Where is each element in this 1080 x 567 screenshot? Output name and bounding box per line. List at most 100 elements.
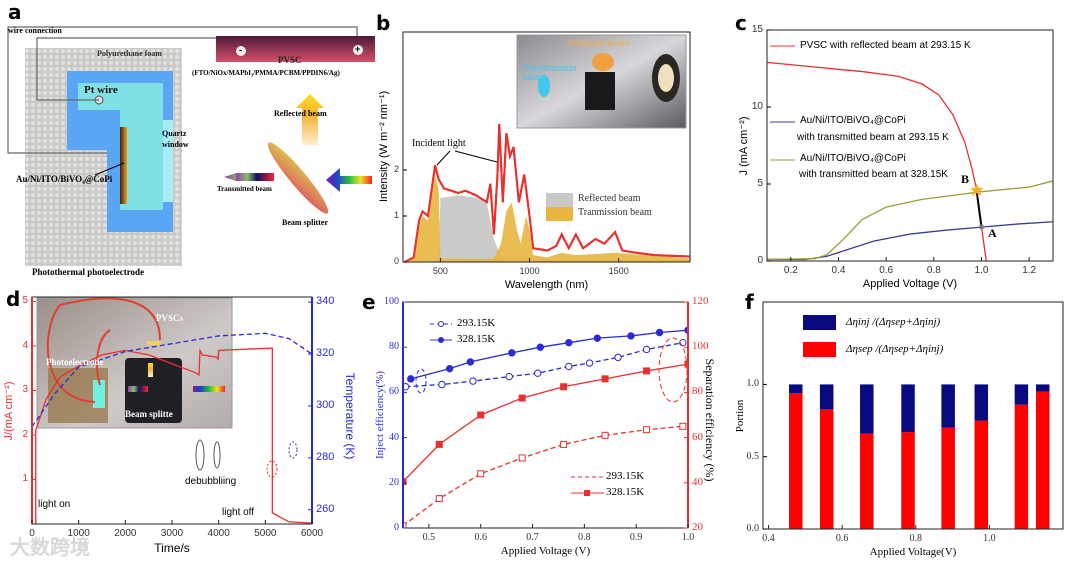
x-tick-label-c: 0.8 xyxy=(926,265,941,276)
watermark: 大数跨境 xyxy=(10,537,90,559)
marker-3-6 xyxy=(643,367,651,375)
legend-label-separation: Δηsep /(Δηsep+Δηinj) xyxy=(846,343,944,355)
quartz-label: Quartz xyxy=(162,129,187,138)
electrode-label: Au/Ni/ITO/BiVO₄@CoPi xyxy=(16,174,113,184)
annotation-arrow-2 xyxy=(454,150,498,163)
y-tick-label-d: 3 xyxy=(22,384,28,396)
x-tick-label-f: 0.8 xyxy=(909,533,923,544)
marker-1-7 xyxy=(627,332,635,340)
x-tick-label-f: 0.6 xyxy=(835,533,849,544)
y-tick-label-e: 20 xyxy=(389,476,399,488)
y-tick-label-d: 5 xyxy=(22,295,28,307)
x-axis-label-e: Applied Voltage (V) xyxy=(500,545,591,557)
y-tick-label-f: 1.0 xyxy=(746,378,760,390)
bar-injection-6 xyxy=(1014,384,1029,405)
marker-1-3 xyxy=(508,349,516,357)
wire-connection-label: wire connection xyxy=(8,26,62,35)
inset-pvscs-label: PVSCs xyxy=(156,313,184,323)
legend-label-e-blue-293: 293.15K xyxy=(457,317,496,329)
x-tick-label-e: 0.5 xyxy=(422,532,436,543)
series-line-1 xyxy=(32,332,312,428)
panel-label-f: f xyxy=(745,290,754,314)
x-tick-label-b: 1000 xyxy=(519,266,540,276)
series-line-1 xyxy=(410,329,688,380)
bar-injection-7 xyxy=(1036,384,1050,392)
chart-d xyxy=(31,296,313,525)
legend-label-293: Au/Ni/ITO/BiVO₄@CoPi xyxy=(800,115,906,126)
marker-3-7 xyxy=(684,360,688,368)
panel-label-a: a xyxy=(8,0,22,24)
point-a-marker xyxy=(979,224,984,230)
panel-label-e: e xyxy=(362,290,376,314)
y2-tick-label-e: 120 xyxy=(692,295,709,307)
plus-sign: + xyxy=(355,44,361,54)
bar-separation-6 xyxy=(1014,404,1029,529)
inset-splitter-label: Beam splitte xyxy=(125,409,173,419)
x-axis-label-c: Applied Voltage (V) xyxy=(862,278,958,290)
light-on-annotation: light on xyxy=(38,499,71,510)
y-axis-label-f: Portion xyxy=(734,399,746,432)
transmitted-beam-arrow xyxy=(224,173,274,181)
plot-area-d xyxy=(32,332,312,524)
marker-0-8 xyxy=(642,345,651,354)
x-tick-label-f: 0.4 xyxy=(762,533,775,544)
marker-2-4 xyxy=(560,440,568,448)
marker-1-6 xyxy=(593,334,602,342)
y2-tick-label-e: 60 xyxy=(692,430,703,443)
y-tick-label-b: 0 xyxy=(393,256,399,266)
pt-wire-label: Pt wire xyxy=(84,84,118,96)
minus-terminal-icon xyxy=(236,46,246,56)
frame-b xyxy=(402,31,691,263)
legend-label-reflected: Reflected beam xyxy=(578,193,641,204)
x-tick-label-e: 0.9 xyxy=(629,532,643,543)
annotation-arrow-1 xyxy=(436,150,451,166)
transmitted-beam-label: Transmitted beam xyxy=(217,185,272,193)
marker-0-3 xyxy=(505,372,513,381)
legend-label-328-line2: with transmitted beam at 328.15K xyxy=(799,169,948,180)
y-tick-label-e: 100 xyxy=(384,296,399,307)
incident-light-line xyxy=(404,123,690,262)
legend-swatch-injection xyxy=(803,315,836,330)
y-tick-label-e: 40 xyxy=(389,431,399,443)
x-tick-label-c: 0.4 xyxy=(831,265,846,276)
bar-injection-1 xyxy=(819,384,834,409)
y2-tick-label-e: 80 xyxy=(692,385,703,398)
inset-reflected-label: Reflected beam xyxy=(567,38,631,48)
x-tick-label-e: 0.7 xyxy=(526,532,539,543)
x-axis-label-d: Time/s xyxy=(154,541,190,555)
marker-1-0 xyxy=(407,375,415,383)
marker-0-2 xyxy=(469,377,477,385)
point-a-label: A xyxy=(988,226,997,240)
y-tick-label-b: 2 xyxy=(393,164,399,174)
x-tick-label-f: 1.0 xyxy=(983,533,996,544)
beam-splitter xyxy=(267,142,329,214)
x-tick-label-c: 0.6 xyxy=(879,265,894,276)
frame-c xyxy=(766,29,1054,262)
marker-3-0 xyxy=(403,478,407,486)
marker-2-0 xyxy=(403,522,407,528)
y2-tick-label-d: 300 xyxy=(316,398,335,411)
y2-tick-label-d: 280 xyxy=(316,450,335,463)
x-axis-label-b: Wavelength (nm) xyxy=(504,279,589,291)
marker-0-4 xyxy=(534,369,542,377)
y-tick-label-f: 0.5 xyxy=(746,450,760,462)
x-tick-label-d: 0 xyxy=(29,528,35,539)
bar-injection-3 xyxy=(901,384,915,433)
pvsc-label: PVSC xyxy=(278,55,302,65)
legend-label-e-red-293: 293.15K xyxy=(606,470,645,482)
y-tick-label-d: 1 xyxy=(22,473,28,485)
photoelectrode-caption: Photothermal photoelectrode xyxy=(32,267,145,277)
chart-f xyxy=(762,301,1064,530)
series-line-0 xyxy=(35,347,312,524)
x-tick-label-d: 2000 xyxy=(114,528,137,539)
y-tick-label-b: 1 xyxy=(393,210,399,220)
y2-tick-label-d: 260 xyxy=(316,502,335,515)
y-axis-label-e: Inject efficiency(%) xyxy=(374,370,386,460)
beam-splitter-label: Beam splitter xyxy=(282,218,328,227)
panel-label-b: b xyxy=(376,11,391,35)
legend-label-transmission: Tranmission beam xyxy=(578,207,652,218)
x-tick-label-d: 1000 xyxy=(67,528,90,539)
transmitted-beam-body xyxy=(236,173,274,181)
wire-minus xyxy=(36,37,243,101)
marker-3-1 xyxy=(435,440,443,448)
